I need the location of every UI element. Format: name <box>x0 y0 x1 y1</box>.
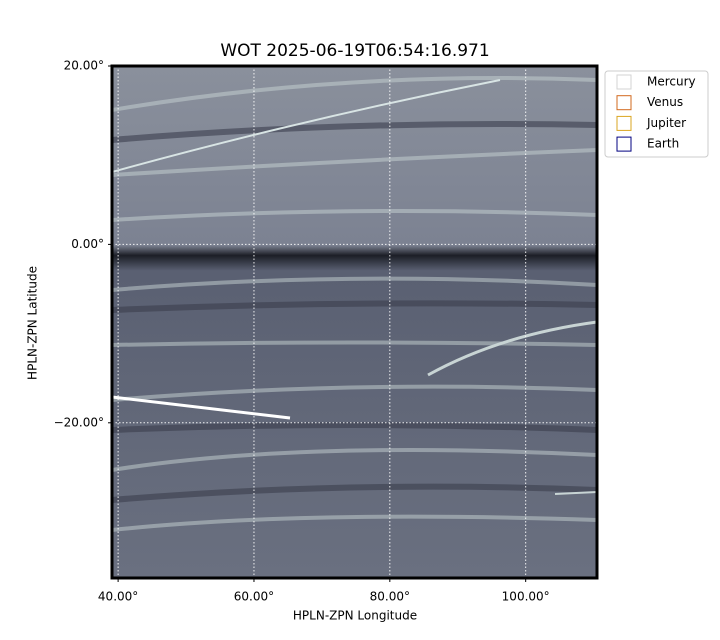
x-tick-label: 60.00° <box>234 590 274 604</box>
legend-swatch <box>616 95 632 111</box>
legend-label: Earth <box>647 137 679 151</box>
legend <box>604 70 709 158</box>
legend-label: Jupiter <box>646 116 686 130</box>
x-tick-label: 80.00° <box>370 590 410 604</box>
y-axis-label: HPLN-ZPN Latitude <box>26 266 40 380</box>
y-tick-label: −20.00° <box>54 415 104 429</box>
chart-title: WOT 2025-06-19T06:54:16.971 <box>220 41 489 61</box>
legend-label: Mercury <box>647 75 696 89</box>
legend-label: Venus <box>647 95 683 109</box>
x-tick-label: 40.00° <box>98 590 138 604</box>
y-tick-label: 20.00° <box>64 59 104 73</box>
y-tick-label: 0.00° <box>71 237 104 251</box>
legend-swatch <box>616 74 632 90</box>
plot-frame <box>110 64 599 580</box>
legend-swatch <box>616 115 632 131</box>
legend-swatch <box>616 136 632 152</box>
sky-image <box>112 66 597 578</box>
x-tick-label: 100.00° <box>502 590 550 604</box>
x-axis-label: HPLN-ZPN Longitude <box>293 609 417 623</box>
